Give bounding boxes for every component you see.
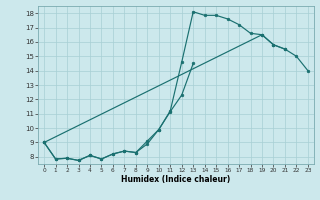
X-axis label: Humidex (Indice chaleur): Humidex (Indice chaleur)	[121, 175, 231, 184]
